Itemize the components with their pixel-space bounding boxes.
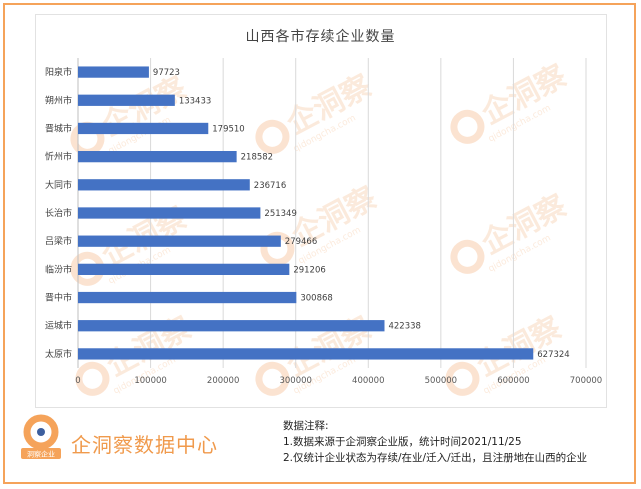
category-label: 临汾市: [45, 263, 72, 275]
bar: [78, 291, 297, 304]
bar: [78, 207, 261, 219]
data-label: 300868: [300, 294, 332, 304]
data-label: 179510: [212, 124, 244, 134]
bar: [78, 94, 175, 106]
x-tick-label: 500000: [425, 376, 457, 386]
category-label: 晋城市: [45, 122, 72, 134]
notes-line-1: 1.数据来源于企洞察企业版，统计时间2021/11/25: [283, 436, 522, 448]
data-notes: 数据注释: 1.数据来源于企洞察企业版，统计时间2021/11/25 2.仅统计…: [283, 418, 587, 466]
bar: [78, 66, 149, 78]
category-label: 运城市: [45, 320, 72, 332]
data-label: 291206: [293, 265, 325, 275]
x-tick-label: 300000: [279, 376, 311, 386]
bar: [78, 320, 385, 332]
category-label: 大同市: [45, 179, 72, 191]
notes-line-2: 2.仅统计企业状态为存续/在业/迁入/迁出，且注册地在山西的企业: [283, 452, 588, 464]
svg-text:洞察企业: 洞察企业: [27, 450, 55, 459]
bar: [78, 122, 209, 135]
category-label: 阳泉市: [45, 66, 72, 78]
chart-title: 山西各市存续企业数量: [245, 29, 396, 45]
x-tick-label: 600000: [497, 376, 529, 386]
bar: [78, 235, 281, 247]
brand-name: 企洞察数据中心: [71, 433, 218, 457]
category-label: 晋中市: [45, 292, 72, 304]
x-tick-label: 100000: [134, 376, 166, 386]
bar: [78, 151, 237, 163]
data-label: 218582: [241, 153, 273, 163]
x-tick-label: 200000: [207, 376, 239, 386]
brand-logo-icon: 洞察企业: [21, 414, 61, 459]
category-label: 吕梁市: [45, 235, 72, 247]
data-label: 97723: [153, 68, 180, 78]
x-tick-label: 400000: [352, 376, 384, 386]
x-tick-label: 0: [75, 376, 80, 386]
bar: [78, 348, 534, 360]
data-label: 251349: [264, 209, 296, 219]
category-label: 忻州市: [45, 151, 72, 163]
category-label: 太原市: [45, 348, 72, 360]
notes-heading: 数据注释:: [283, 420, 329, 432]
data-label: 279466: [285, 237, 317, 247]
x-tick-label: 700000: [570, 376, 602, 386]
data-label: 133433: [179, 96, 211, 106]
data-label: 627324: [537, 350, 569, 360]
bar: [78, 263, 290, 275]
bar: [78, 179, 250, 191]
data-label: 422338: [388, 322, 420, 332]
category-label: 朔州市: [45, 94, 72, 106]
data-label: 236716: [254, 181, 286, 191]
category-label: 长治市: [45, 207, 72, 219]
